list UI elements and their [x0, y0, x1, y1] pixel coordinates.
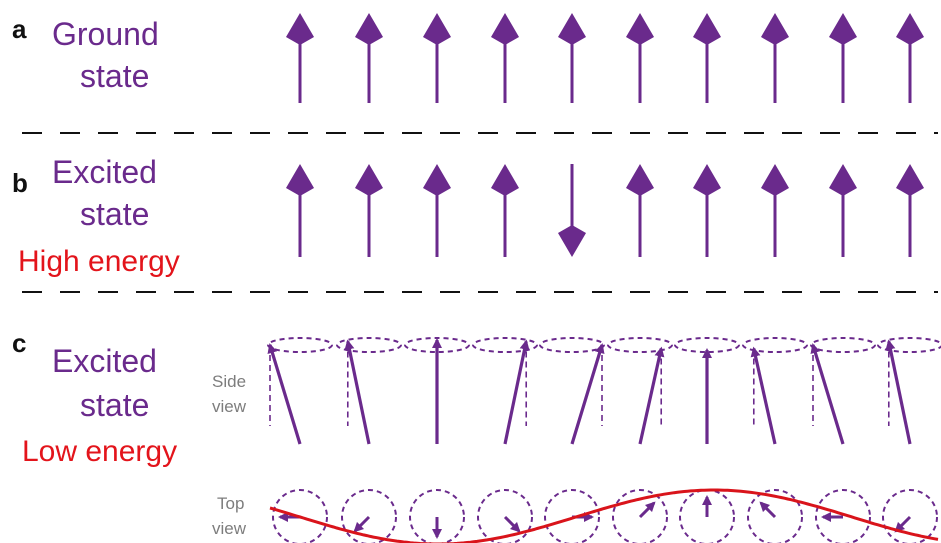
- panel-c-energy-label: Low energy: [22, 435, 178, 468]
- precession-cone-icon: [607, 337, 673, 353]
- precession-cone-icon: [472, 337, 538, 353]
- panel-b-spin-arrow-icon: [558, 225, 586, 257]
- precession-circle-icon: [815, 489, 871, 543]
- panel-a-spin-arrow-icon: [693, 13, 721, 45]
- panel-a-spin-arrow-icon: [626, 13, 654, 45]
- panel-b-spin-arrow-icon: [491, 164, 519, 196]
- panel-b-spin-arrow-icon: [423, 164, 451, 196]
- top-view-label-line2: view: [212, 519, 247, 538]
- side-view-label-line2: view: [212, 397, 247, 416]
- panel-b-spin-arrow-icon: [626, 164, 654, 196]
- panel-a-spin-arrow-icon: [491, 13, 519, 45]
- panel-a-spin-arrow-icon: [761, 13, 789, 45]
- precession-circle-icon: [477, 489, 533, 543]
- precession-circle-icon: [612, 489, 668, 543]
- panel-c-letter: c: [12, 328, 27, 358]
- panel-b-spin-arrow-icon: [896, 164, 924, 196]
- side-view-spin-arrow-icon: [885, 339, 912, 445]
- side-view-spin-arrow-icon: [344, 339, 371, 445]
- precession-cone-icon: [674, 337, 740, 353]
- panel-b-letter: b: [12, 168, 28, 198]
- precession-circle-icon: [341, 489, 397, 543]
- panel-b-state-line2: state: [80, 196, 150, 232]
- precession-cone-icon: [336, 337, 402, 353]
- precession-circle-icon: [882, 489, 938, 543]
- precession-circle-icon: [272, 489, 328, 543]
- panel-a-state-line1: Ground: [52, 16, 159, 52]
- precession-circle-icon: [409, 489, 465, 543]
- panel-b-state-line1: Excited: [52, 154, 157, 190]
- side-view-spin-arrow-icon: [638, 346, 665, 445]
- panel-b-spin-arrow-icon: [355, 164, 383, 196]
- panel-a-state-line2: state: [80, 58, 150, 94]
- top-view-spin-arrow-icon: [638, 501, 656, 519]
- panel-b-spin-arrow-icon: [693, 164, 721, 196]
- top-view-spin-arrow-icon: [894, 515, 912, 533]
- panel-b-spin-arrow-icon: [829, 164, 857, 196]
- panel-a-spin-arrow-icon: [286, 13, 314, 45]
- side-view-spin-arrow-icon: [570, 343, 605, 445]
- panel-a-spin-arrow-icon: [829, 13, 857, 45]
- top-view-spin-arrow-icon: [503, 515, 521, 533]
- panel-b-spin-arrow-icon: [761, 164, 789, 196]
- top-view-spin-arrow-icon: [759, 501, 777, 519]
- side-view-spin-arrow-icon: [750, 346, 777, 445]
- side-view-spin-arrow-icon: [503, 339, 530, 445]
- panel-a-spin-arrow-icon: [558, 13, 586, 45]
- panel-b-spin-arrow-icon: [286, 164, 314, 196]
- precession-circle-icon: [544, 489, 600, 543]
- precession-cone-icon: [267, 337, 333, 353]
- precession-circle-icon: [747, 489, 803, 543]
- sine-wave-icon: [269, 488, 939, 543]
- panel-a-letter: a: [12, 14, 27, 44]
- panel-c-state-line2: state: [80, 387, 150, 423]
- side-view-spin-arrow-icon: [267, 343, 302, 445]
- top-view-spin-arrow-icon: [353, 515, 371, 533]
- panel-a-spin-arrow-icon: [355, 13, 383, 45]
- precession-cone-icon: [877, 337, 941, 353]
- panel-a-spin-arrow-icon: [896, 13, 924, 45]
- panel-a-spin-arrow-icon: [423, 13, 451, 45]
- panel-b-energy-label: High energy: [18, 245, 180, 278]
- side-view-label-line1: Side: [212, 372, 247, 391]
- panel-c-state-line1: Excited: [52, 343, 157, 379]
- precession-cone-icon: [539, 337, 605, 353]
- top-view-label-line1: Top: [217, 494, 245, 513]
- precession-cone-icon: [810, 337, 876, 353]
- side-view-spin-arrow-icon: [810, 343, 845, 445]
- precession-cone-icon: [742, 337, 808, 353]
